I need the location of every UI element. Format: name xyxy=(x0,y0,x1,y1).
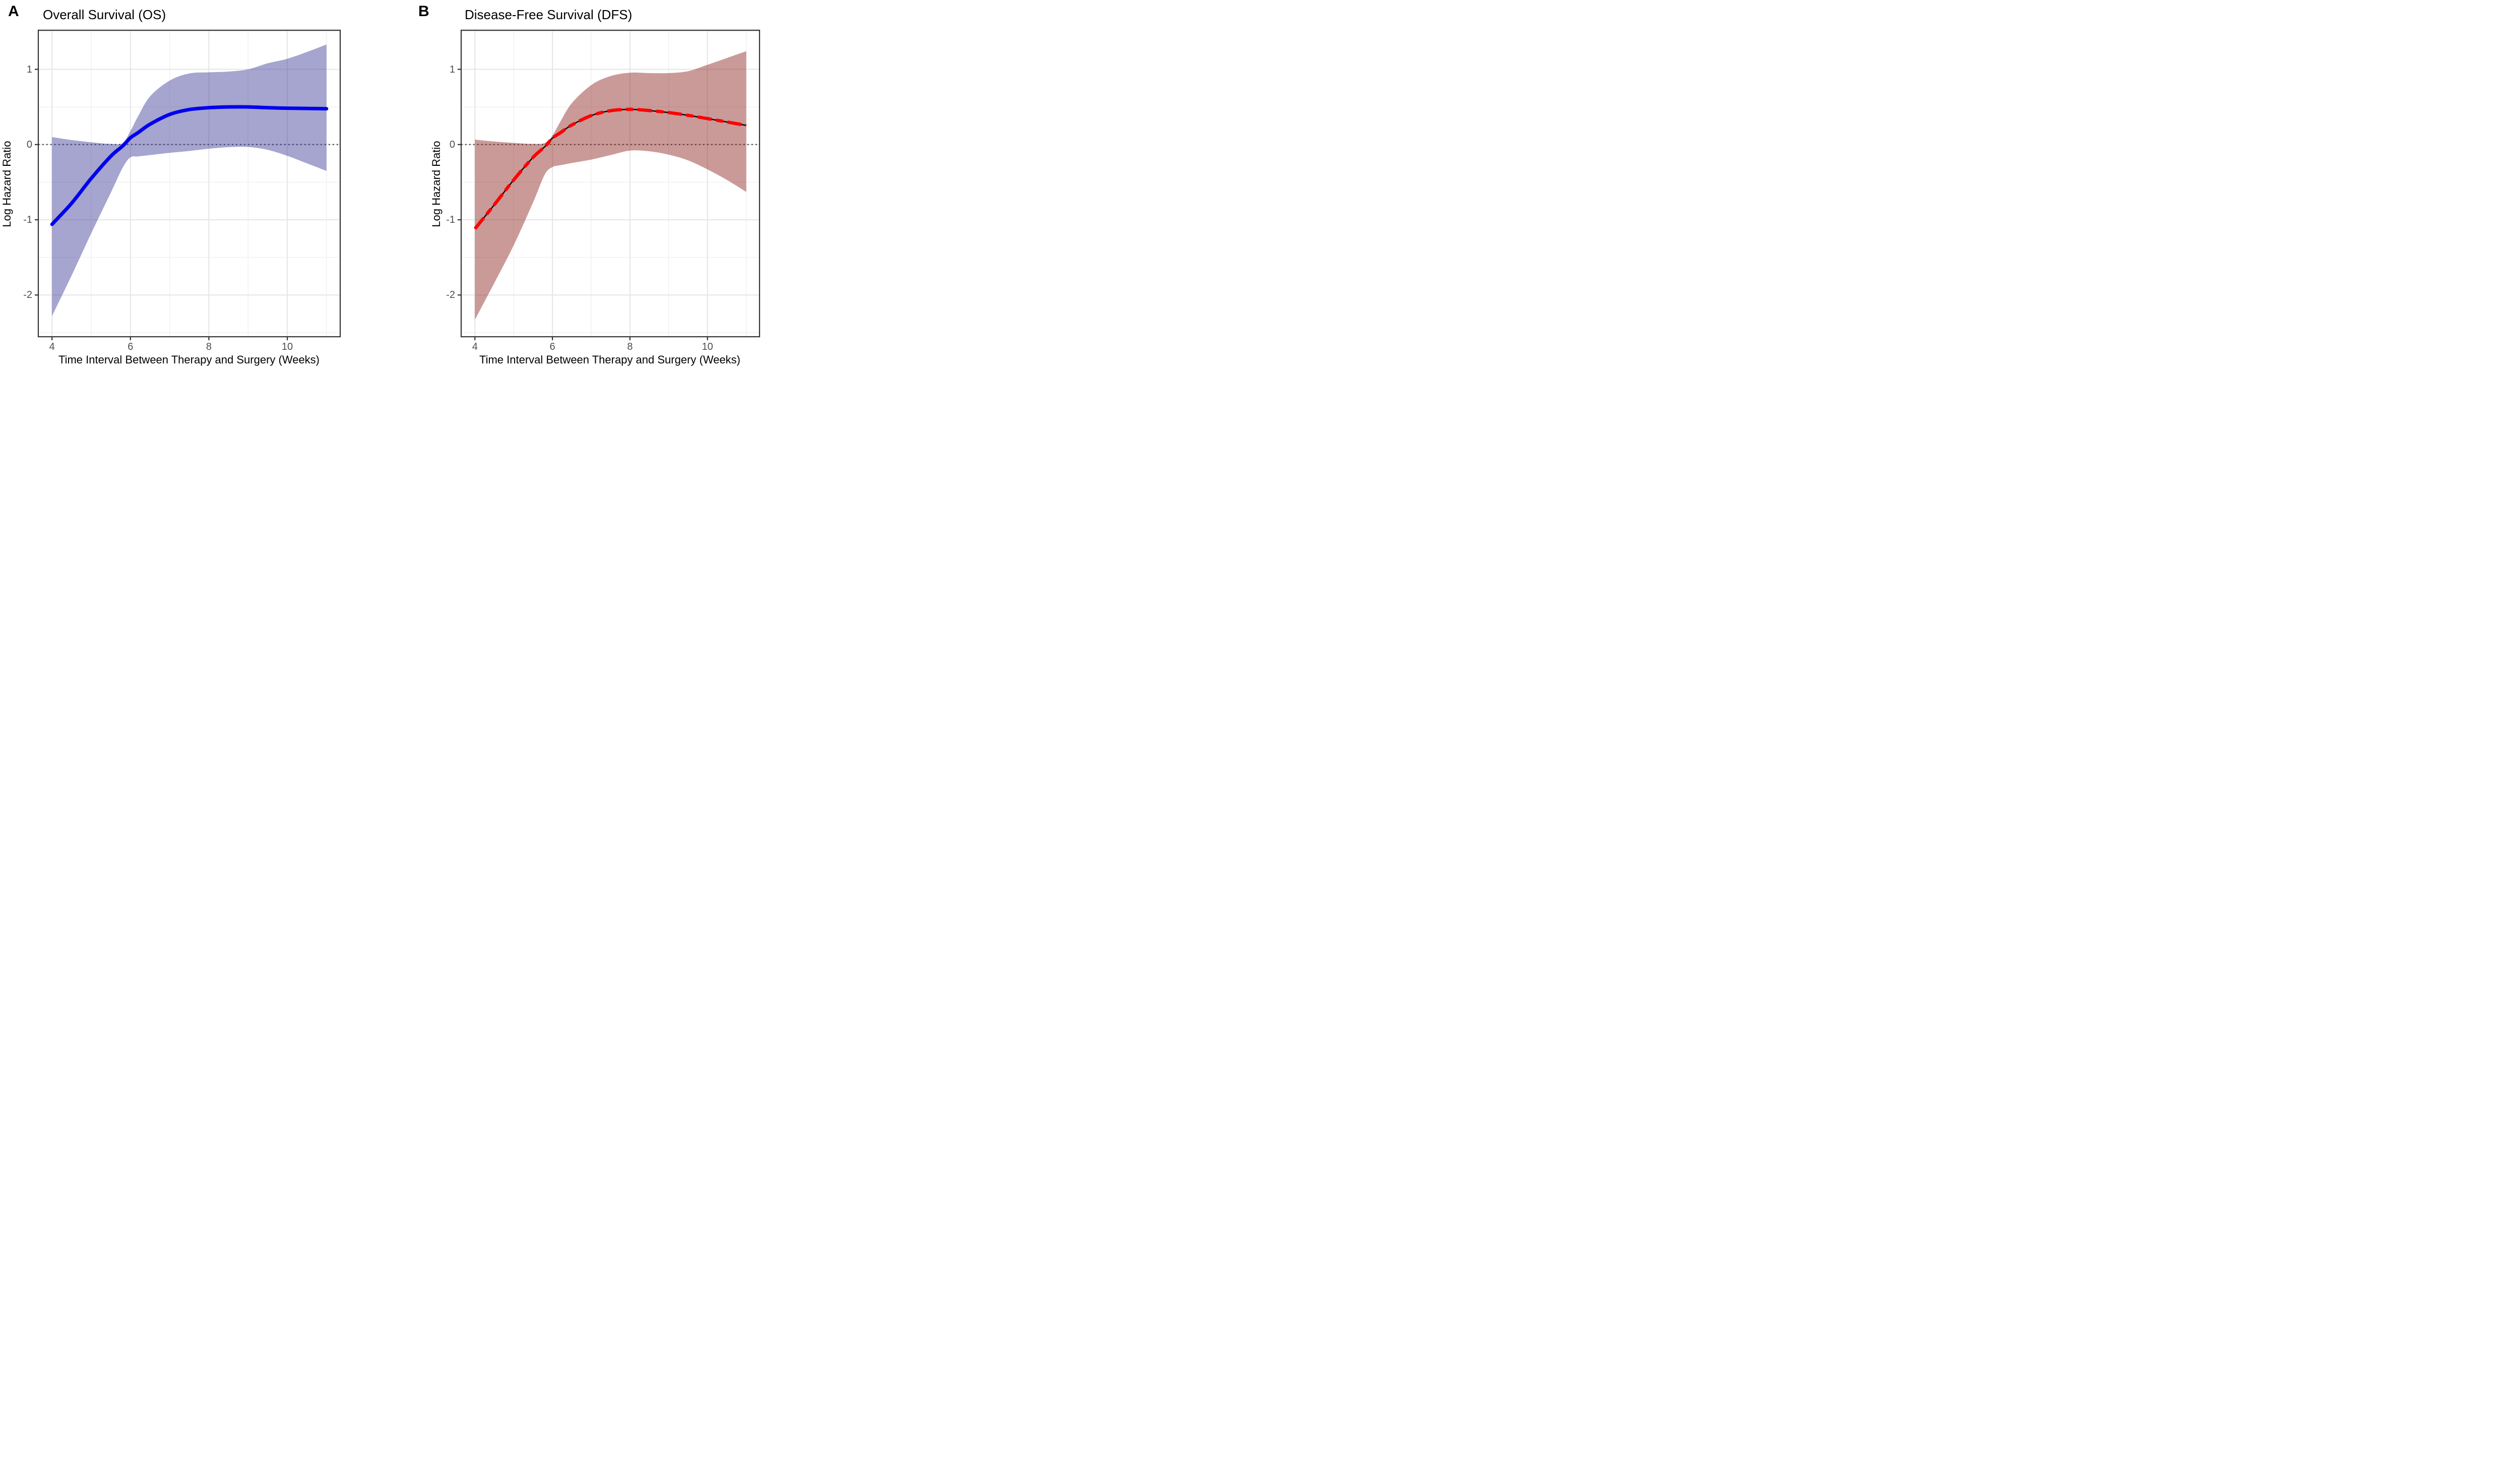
panel-a-x-axis-title: Time Interval Between Therapy and Surger… xyxy=(58,353,320,366)
panel-b-x-axis-title: Time Interval Between Therapy and Surger… xyxy=(479,353,741,366)
chart-canvas xyxy=(35,29,761,340)
x-tick-label: 8 xyxy=(206,341,212,352)
y-tick-label: 1 xyxy=(449,64,455,75)
x-tick-label: 6 xyxy=(128,341,134,352)
y-tick-label: 0 xyxy=(449,139,455,150)
panel-a-y-axis-title: Log Hazard Ratio xyxy=(1,141,13,227)
x-tick-label: 4 xyxy=(472,341,478,352)
x-tick-label: 10 xyxy=(702,341,713,352)
panel-b-letter: B xyxy=(418,3,429,20)
panel-border xyxy=(460,29,761,338)
panel-a-title: Overall Survival (OS) xyxy=(43,7,166,22)
x-tick-label: 6 xyxy=(549,341,555,352)
y-tick-label: -2 xyxy=(446,289,455,301)
y-tick-label: -1 xyxy=(23,214,32,225)
panel-b-y-axis-title: Log Hazard Ratio xyxy=(430,141,443,227)
figure: A Overall Survival (OS) Log Hazard Ratio… xyxy=(0,0,763,369)
confidence-band xyxy=(52,44,327,317)
panel-a-letter: A xyxy=(8,3,19,20)
y-tick-label: 1 xyxy=(26,64,32,75)
confidence-band xyxy=(475,51,746,320)
hazard-curve xyxy=(473,107,747,230)
y-tick-label: 0 xyxy=(26,139,32,150)
panel-b-title: Disease-Free Survival (DFS) xyxy=(465,7,633,22)
y-tick-label: -1 xyxy=(446,214,455,225)
hazard-curve xyxy=(50,105,329,226)
panel-border xyxy=(37,29,341,338)
y-tick-label: -2 xyxy=(23,289,32,301)
x-tick-label: 4 xyxy=(49,341,55,352)
x-tick-label: 10 xyxy=(281,341,293,352)
x-tick-label: 8 xyxy=(627,341,633,352)
